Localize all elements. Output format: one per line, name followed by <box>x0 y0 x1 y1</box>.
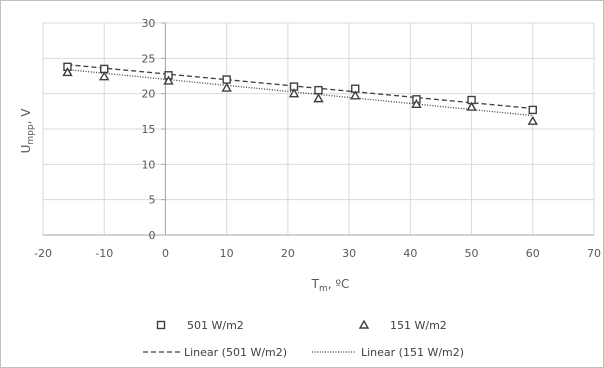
x-tick-label: 0 <box>162 247 169 260</box>
legend-item-151: 151 W/m2 <box>358 319 447 332</box>
marker-triangle <box>163 75 174 85</box>
trendline-dashed <box>67 64 533 110</box>
y-tick-label: 10 <box>141 158 155 171</box>
legend-label-linear-501: Linear (501 W/m2) <box>184 346 287 359</box>
y-axis-title-main: U <box>19 145 33 154</box>
marker-square <box>528 105 537 115</box>
y-axis-title-unit: , V <box>19 108 33 125</box>
data-markers <box>62 62 538 125</box>
marker-triangle <box>350 90 361 100</box>
marker-triangle <box>288 88 300 98</box>
marker-triangle <box>313 93 324 103</box>
x-tick-label: 20 <box>281 247 295 260</box>
legend-label-linear-151: Linear (151 W/m2) <box>361 346 464 359</box>
x-axis-title-main: T <box>311 277 320 291</box>
x-axis-title-sub: m <box>319 284 328 294</box>
legend-item-linear-501: Linear (501 W/m2) <box>143 346 287 359</box>
legend: 501 W/m2 151 W/m2 Linear (501 W/m2) Line… <box>143 319 464 359</box>
legend-label-501: 501 W/m2 <box>187 319 244 332</box>
y-tick-label: 30 <box>141 17 155 30</box>
x-tick-label: 60 <box>526 247 540 260</box>
legend-label-151: 151 W/m2 <box>390 319 447 332</box>
y-tick-label: 5 <box>148 194 155 207</box>
marker-triangle <box>527 115 538 125</box>
marker-triangle <box>466 101 477 111</box>
axes <box>43 22 594 236</box>
x-tick-label: 50 <box>465 247 479 260</box>
y-axis-title-sub: mpp <box>26 124 36 144</box>
marker-square <box>222 75 231 84</box>
marker-square <box>314 85 323 95</box>
tick-labels: -20 -10 0 10 20 30 40 50 60 70 0 5 10 15 20 25 30 <box>34 17 601 260</box>
marker-triangle <box>99 71 110 81</box>
x-tick-label: -20 <box>34 247 52 260</box>
x-tick-label: 40 <box>403 247 417 260</box>
axis-titles: Tm, ºC Umpp, V <box>19 108 349 294</box>
legend-marker-square <box>156 320 166 330</box>
y-axis-title: Umpp, V <box>19 108 36 154</box>
y-tick-label: 20 <box>141 88 155 101</box>
y-tick-label: 15 <box>141 123 155 136</box>
marker-triangle <box>221 82 232 92</box>
legend-marker-triangle <box>358 319 370 329</box>
x-tick-label: 70 <box>587 247 601 260</box>
x-tick-label: 30 <box>342 247 356 260</box>
x-tick-label: 10 <box>220 247 234 260</box>
x-axis-title: Tm, ºC <box>311 277 350 294</box>
legend-item-501: 501 W/m2 <box>156 319 244 332</box>
x-tick-label: -10 <box>95 247 113 260</box>
marker-triangle <box>411 98 422 108</box>
trendlines <box>67 64 533 117</box>
x-axis-title-unit: , ºC <box>328 277 350 291</box>
y-tick-label: 25 <box>141 52 155 65</box>
marker-triangle <box>62 67 73 77</box>
y-tick-label: 0 <box>148 229 155 242</box>
legend-item-linear-151: Linear (151 W/m2) <box>312 346 464 359</box>
